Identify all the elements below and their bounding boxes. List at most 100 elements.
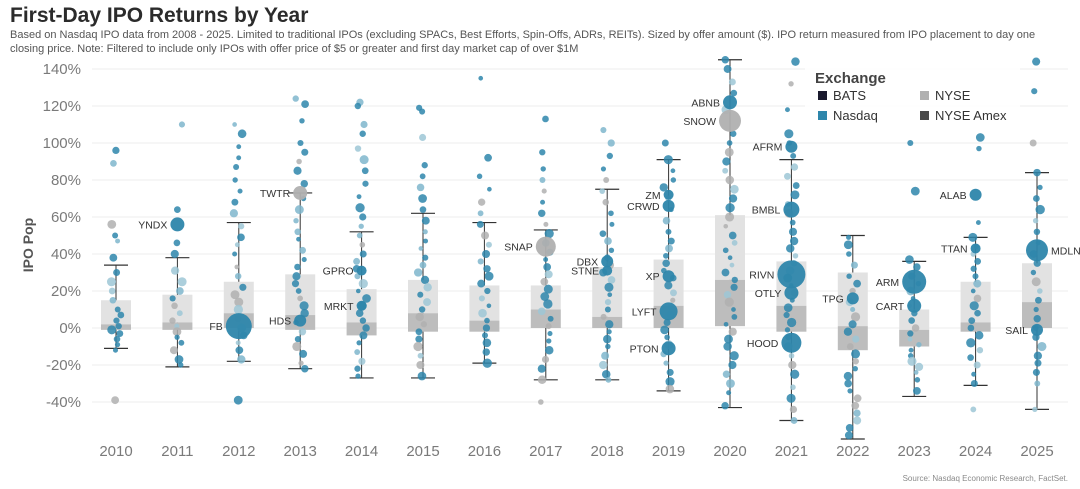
ipo-point — [670, 297, 676, 303]
ipo-point — [478, 308, 487, 318]
ipo-point — [421, 162, 428, 169]
ipo-point — [112, 232, 119, 239]
ipo-point — [1032, 406, 1038, 413]
ipo-point — [605, 343, 611, 350]
ipo-point — [546, 338, 552, 344]
ipo-point — [359, 155, 369, 165]
ipo-point — [232, 122, 237, 127]
ipo-point — [292, 272, 301, 281]
ipo-hds-label: HDS — [269, 316, 291, 328]
ipo-stne-label: STNE — [571, 266, 599, 278]
ipo-point — [293, 218, 299, 224]
ipo-sail-label: SAIL — [1005, 325, 1028, 337]
ipo-point — [291, 280, 300, 288]
ipo-point — [913, 263, 921, 271]
ipo-point — [907, 330, 914, 337]
ipo-sail-point — [1031, 323, 1043, 336]
legend-swatch — [818, 111, 827, 120]
legend-swatch — [818, 91, 827, 100]
legend-background — [805, 66, 1020, 128]
ipo-point — [294, 263, 301, 271]
ipo-zm-point — [663, 189, 674, 200]
ipo-point — [731, 307, 736, 312]
ipo-point — [112, 347, 119, 353]
ipo-point — [726, 390, 732, 396]
ipo-snow-point — [719, 109, 741, 132]
legend-item: NYSE — [935, 88, 971, 103]
ipo-point — [853, 416, 862, 425]
ipo-point — [173, 239, 181, 247]
ipo-point — [176, 310, 183, 317]
ipo-point — [298, 327, 307, 336]
ipo-point — [301, 256, 307, 263]
ipo-point — [169, 295, 176, 302]
ipo-point — [174, 355, 184, 364]
ipo-abnb-point — [723, 95, 737, 110]
ipo-point — [169, 317, 176, 324]
ipo-point — [851, 401, 860, 410]
ipo-zm-label: ZM — [645, 190, 660, 202]
ipo-point — [911, 324, 920, 332]
ipo-point — [234, 272, 242, 280]
ipo-point — [234, 242, 240, 248]
box-lower — [346, 322, 377, 336]
ipo-point — [605, 320, 614, 329]
ipo-point — [844, 379, 852, 388]
ipo-point — [415, 335, 423, 343]
y-tick-label: -20% — [46, 357, 81, 374]
ipo-point — [537, 307, 546, 316]
ipo-point — [724, 297, 734, 307]
box-2010 — [101, 264, 131, 349]
ipo-point — [359, 130, 366, 137]
ipo-point — [602, 198, 610, 206]
ipo-point — [783, 303, 793, 312]
ipo-point — [853, 394, 862, 403]
ipo-point — [238, 223, 245, 230]
ipo-point — [477, 258, 484, 265]
ipo-point — [298, 360, 304, 366]
ipo-point — [912, 387, 921, 395]
ipo-point — [790, 152, 797, 159]
ipo-point — [294, 228, 301, 236]
x-tick-label: 2016 — [468, 443, 501, 460]
ipo-point — [355, 309, 364, 317]
ipo-point — [423, 238, 429, 244]
box-2013 — [285, 192, 316, 370]
ipo-point — [730, 184, 739, 194]
ipo-point — [728, 360, 737, 370]
ipo-point — [299, 118, 305, 124]
ipo-point — [540, 199, 546, 205]
ipo-point — [354, 349, 361, 355]
ipo-afrm-point — [785, 140, 798, 153]
ipo-point — [662, 216, 671, 225]
ipo-point — [482, 338, 492, 348]
ipo-point — [355, 373, 361, 379]
ipo-point — [847, 388, 853, 394]
ipo-point — [729, 351, 739, 361]
ipo-point — [239, 283, 247, 291]
ipo-point — [600, 127, 607, 134]
box-lower — [899, 329, 930, 347]
x-tick-label: 2023 — [898, 443, 931, 460]
ipo-point — [975, 220, 981, 225]
ipo-point — [976, 346, 984, 354]
ipo-point — [723, 290, 732, 299]
ipo-point — [174, 206, 181, 213]
ipo-point — [359, 331, 368, 340]
ipo-point — [484, 153, 492, 162]
ipo-point — [971, 371, 977, 377]
ipo-point — [540, 277, 549, 286]
ipo-point — [170, 266, 180, 275]
ipo-point — [607, 139, 615, 147]
ipo-point — [1037, 184, 1043, 191]
ipo-point — [730, 89, 738, 97]
ipo-point — [722, 370, 731, 378]
ipo-point — [174, 334, 180, 340]
ipo-point — [413, 341, 423, 352]
ipo-point — [355, 288, 361, 294]
ipo-point — [726, 140, 733, 146]
ipo-point — [356, 232, 363, 239]
ipo-point — [419, 173, 426, 180]
ipo-point — [844, 431, 853, 440]
